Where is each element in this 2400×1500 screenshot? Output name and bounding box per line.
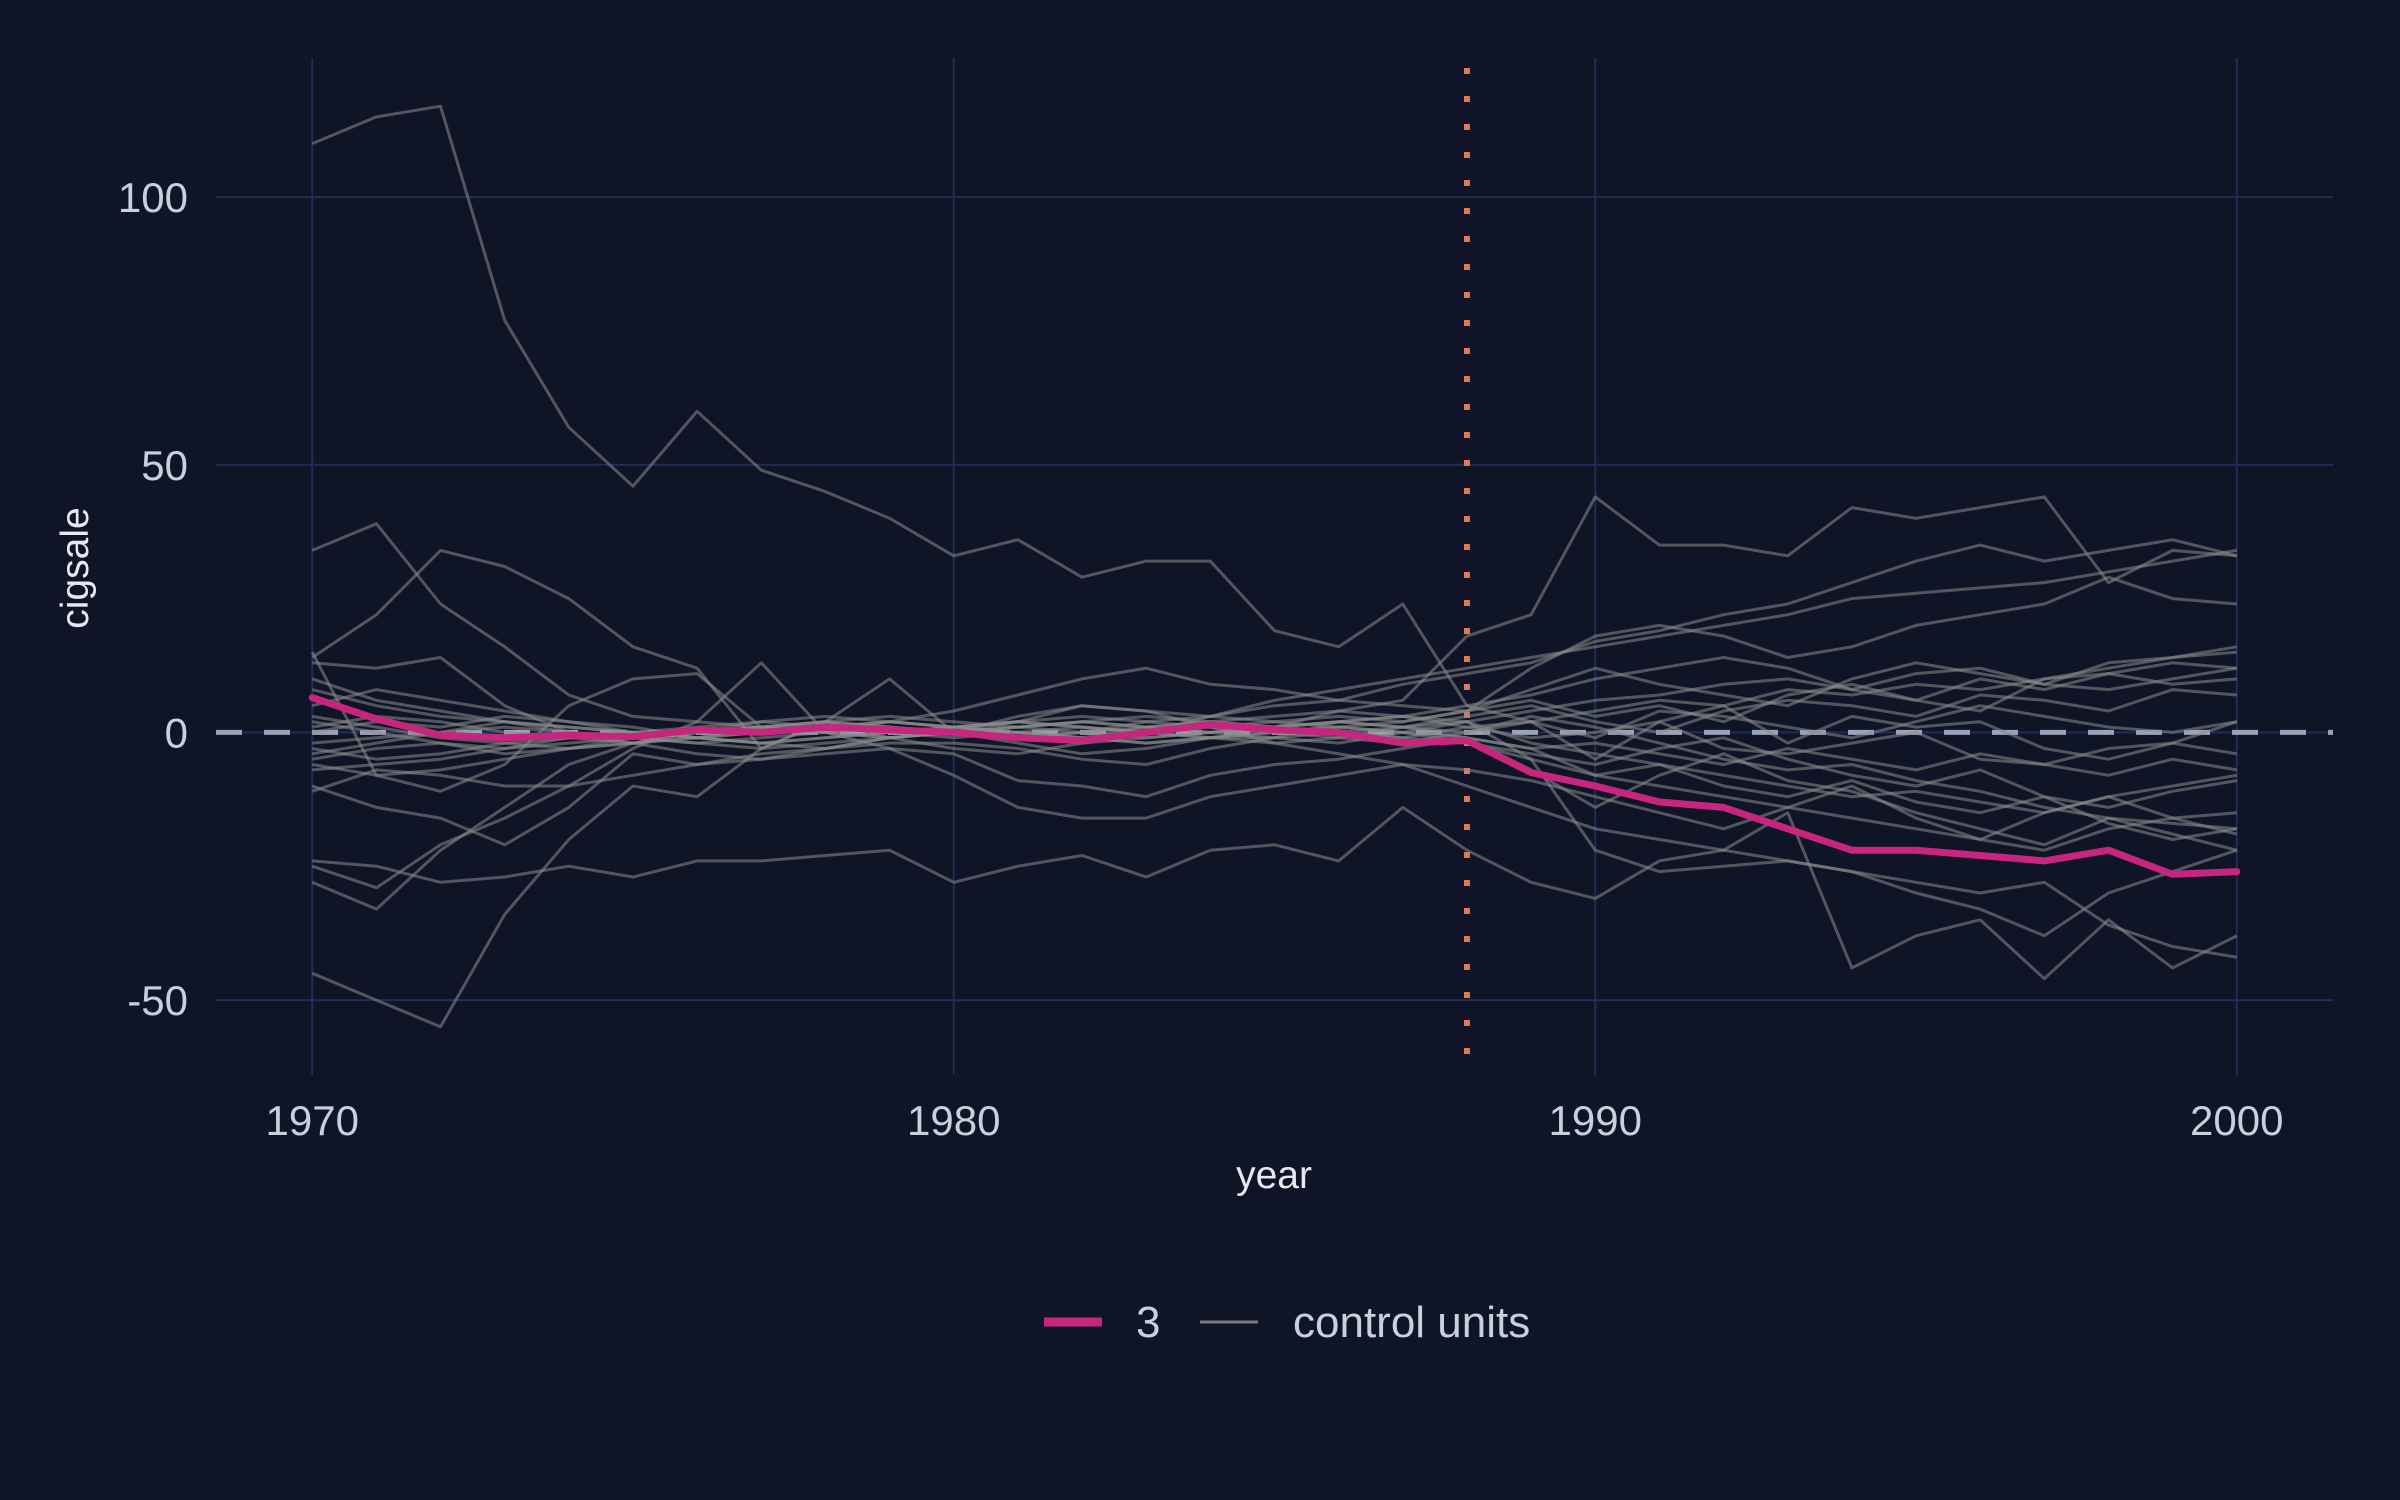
x-axis-title: year: [1236, 1154, 1312, 1197]
control-unit-line: [311, 548, 2238, 1029]
control-unit-line: [311, 661, 2238, 938]
x-tick-label: 1980: [907, 1097, 1000, 1144]
control-unit-line: [311, 104, 2238, 761]
control-unit-line: [310, 575, 2237, 793]
y-tick-label: -50: [127, 977, 188, 1024]
y-tick-label: 0: [165, 709, 188, 756]
y-tick-label: 100: [118, 174, 188, 221]
y-tick-label: 50: [141, 442, 188, 489]
treated-unit-line: [308, 694, 2241, 878]
legend-label-treated: 3: [1136, 1298, 1160, 1347]
legend-label-control: control units: [1293, 1298, 1530, 1347]
control-series-lines: [310, 104, 2238, 1029]
treated-series-line: [308, 694, 2241, 878]
x-tick-labels: 1970 1980 1990 2000: [266, 1097, 2284, 1144]
x-tick-label: 2000: [2190, 1097, 2283, 1144]
legend: 3 control units: [1044, 1298, 1530, 1347]
y-tick-labels: -50 0 50 100: [118, 174, 188, 1024]
control-unit-line: [311, 522, 2238, 756]
control-unit-line: [312, 805, 2238, 981]
y-axis-title: cigsale: [54, 507, 97, 628]
control-unit-line: [311, 736, 2237, 852]
x-tick-label: 1970: [266, 1097, 359, 1144]
x-tick-label: 1990: [1549, 1097, 1642, 1144]
control-unit-line: [311, 661, 2237, 756]
